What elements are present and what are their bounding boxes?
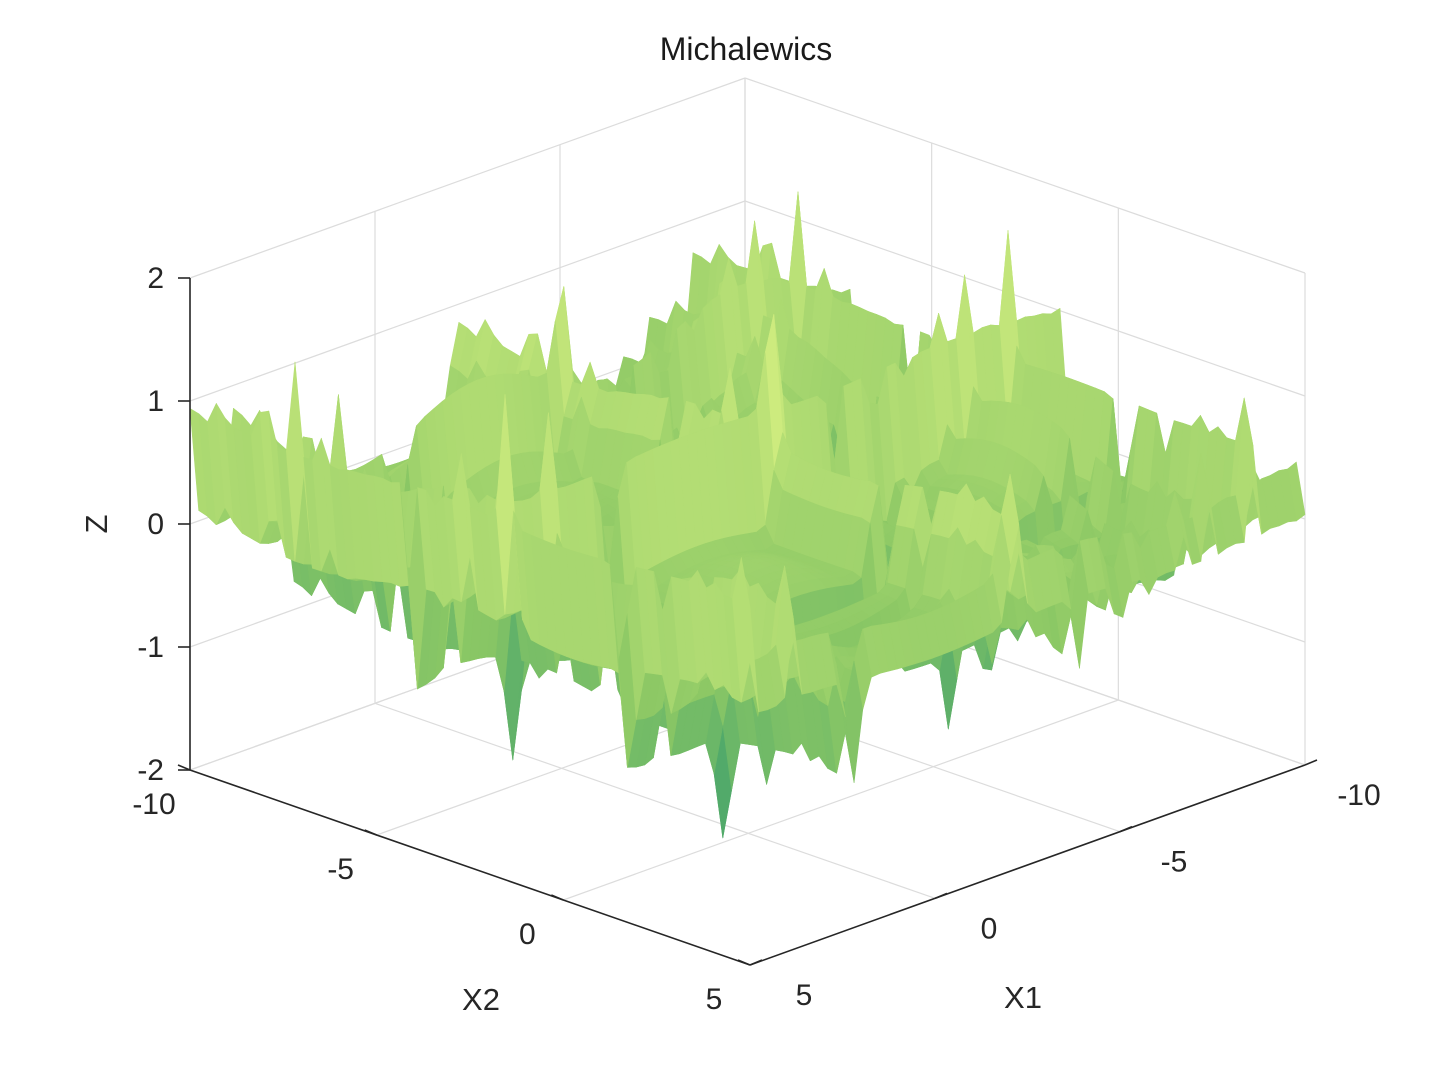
x1-tick-mark	[934, 892, 948, 900]
z-tick-label: 0	[147, 508, 164, 541]
x2-axis-label: X2	[462, 982, 500, 1017]
z-tick-label: -1	[137, 631, 164, 664]
surface-facet	[740, 557, 760, 713]
z-tick-label: 1	[147, 385, 164, 418]
x2-tick-mark	[364, 829, 377, 836]
x2-tick-label: -10	[132, 788, 175, 821]
x2-tick-label: 0	[519, 918, 536, 951]
grid-line	[744, 77, 1306, 274]
x1-tick-mark	[1119, 825, 1133, 833]
z-tick-label: 2	[147, 262, 164, 295]
x1-tick-label: 0	[981, 912, 998, 945]
x2-tick-mark	[551, 894, 564, 901]
axes-frame	[177, 277, 1318, 966]
x1-tick-label: -5	[1161, 846, 1188, 879]
z-axis-label: Z	[79, 515, 114, 534]
x2-tick-mark	[737, 959, 751, 966]
x2-tick-label: -5	[327, 853, 354, 886]
grid-line	[374, 702, 936, 899]
chart-title: Michalewics	[660, 31, 832, 67]
x2-tick-label: 5	[706, 983, 723, 1016]
x1-tick-mark	[749, 959, 763, 966]
x2-tick-mark	[177, 764, 191, 771]
x1-axis-line	[749, 764, 1306, 966]
x2-axis-line	[189, 769, 751, 966]
surface-mesh	[189, 191, 1306, 839]
grid-line	[563, 699, 1119, 901]
x1-tick-label: 5	[796, 979, 813, 1012]
z-tick-label: -2	[137, 754, 164, 787]
grid-line	[744, 200, 1306, 397]
grid-line	[189, 77, 746, 279]
grid-line	[189, 200, 746, 402]
x1-tick-label: -10	[1337, 779, 1380, 812]
x1-tick-mark	[1304, 759, 1318, 766]
x1-axis-label: X1	[1004, 980, 1042, 1015]
